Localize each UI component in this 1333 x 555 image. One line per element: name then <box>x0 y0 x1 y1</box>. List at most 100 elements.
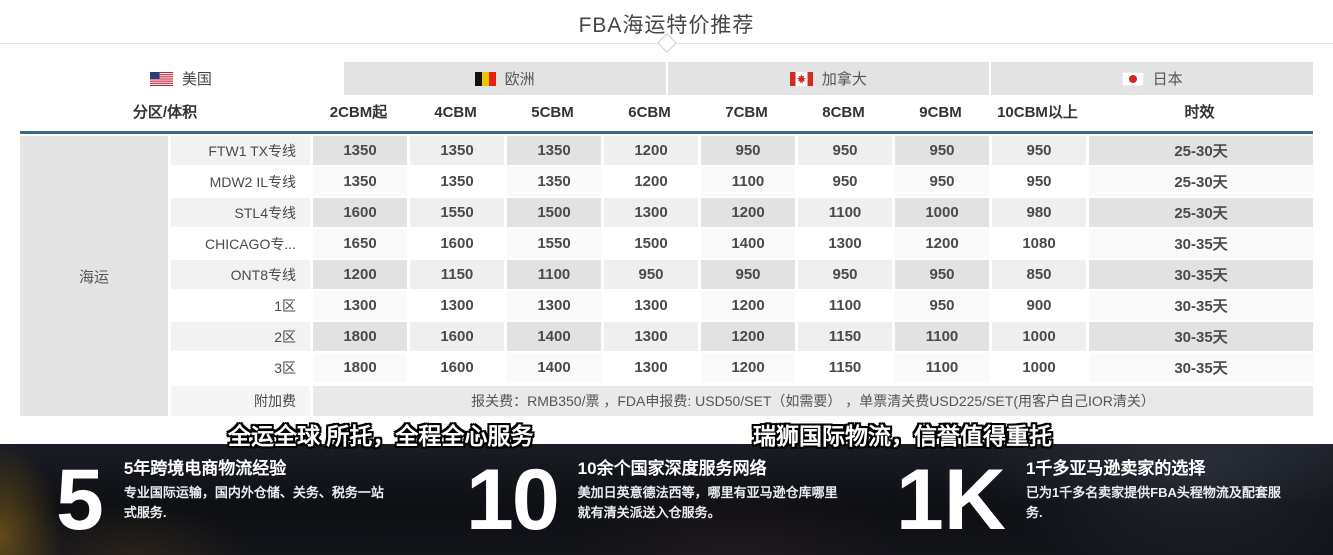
surcharge-row: 附加费 报关费：RMB350/票 ，FDA申报费: USD50/SET（如需要）… <box>20 382 1313 416</box>
price-cell: 950 <box>892 258 990 289</box>
stat-title: 5年跨境电商物流经验 <box>123 459 287 478</box>
price-cell: 950 <box>892 289 990 320</box>
country-tabs: 美国 欧洲 加拿大 <box>20 62 1313 95</box>
price-cell: 1350 <box>310 165 408 196</box>
price-cell: 850 <box>989 258 1087 289</box>
leadtime-cell: 30-35天 <box>1086 227 1313 258</box>
price-cell: 1600 <box>407 351 505 382</box>
tab-label: 日本 <box>1152 71 1183 88</box>
price-cell: 1300 <box>310 289 408 320</box>
price-cell: 1100 <box>795 196 893 227</box>
price-cell: 1300 <box>601 320 699 351</box>
row-label: CHICAGO专... <box>168 227 311 258</box>
price-cell: 1000 <box>989 320 1087 351</box>
price-cell: 1100 <box>698 165 796 196</box>
table-row: CHICAGO专... 1650 1600 1550 1500 1400 130… <box>20 227 1313 258</box>
price-cell: 1000 <box>989 351 1087 382</box>
header-10cbm: 10CBM以上 <box>989 95 1087 134</box>
price-cell: 1200 <box>601 165 699 196</box>
price-cell: 950 <box>698 134 796 165</box>
leadtime-cell: 30-35天 <box>1086 258 1313 289</box>
stat-title: 10余个国家深度服务网络 <box>577 459 767 478</box>
price-panel: 美国 欧洲 加拿大 <box>20 62 1313 416</box>
price-cell: 1200 <box>698 289 796 320</box>
header-leadtime: 时效 <box>1086 95 1313 134</box>
surcharge-text: 报关费：RMB350/票 ，FDA申报费: USD50/SET（如需要） ，单票… <box>310 382 1313 416</box>
price-cell: 1400 <box>504 351 602 382</box>
price-cell: 950 <box>989 165 1087 196</box>
price-cell: 1200 <box>601 134 699 165</box>
table-row: 3区 1800 1600 1400 1300 1200 1150 1100 10… <box>20 351 1313 382</box>
stat-sellers: 1K 1千多亚马逊卖家的选择 已为1千多名卖家提供FBA头程物流及配套服务. <box>896 450 1288 550</box>
price-cell: 1300 <box>504 289 602 320</box>
price-cell: 1300 <box>601 196 699 227</box>
price-cell: 1000 <box>892 196 990 227</box>
tab-label: 美国 <box>181 71 212 88</box>
leadtime-cell: 30-35天 <box>1086 351 1313 382</box>
table-row: MDW2 IL专线 1350 1350 1350 1200 1100 950 9… <box>20 165 1313 196</box>
price-cell: 1500 <box>601 227 699 258</box>
table-row: 2区 1800 1600 1400 1300 1200 1150 1100 10… <box>20 320 1313 351</box>
header-9cbm: 9CBM <box>892 95 990 134</box>
header-2cbm: 2CBM起 <box>310 95 408 134</box>
price-cell: 1200 <box>698 196 796 227</box>
table-row: STL4专线 1600 1550 1500 1300 1200 1100 100… <box>20 196 1313 227</box>
divider <box>0 33 1333 53</box>
price-cell: 1400 <box>504 320 602 351</box>
row-label: STL4专线 <box>168 196 311 227</box>
price-cell: 1100 <box>504 258 602 289</box>
price-cell: 1550 <box>407 196 505 227</box>
surcharge-label: 附加费 <box>168 382 311 416</box>
price-cell: 1300 <box>407 289 505 320</box>
price-cell: 1200 <box>310 258 408 289</box>
row-label: FTW1 TX专线 <box>168 134 311 165</box>
price-cell: 1800 <box>310 320 408 351</box>
tab-japan[interactable]: 日本 <box>989 62 1313 95</box>
price-cell: 1300 <box>601 351 699 382</box>
price-cell: 950 <box>698 258 796 289</box>
price-cell: 1200 <box>698 320 796 351</box>
price-cell: 950 <box>892 165 990 196</box>
header-row: 分区/体积 2CBM起 4CBM 5CBM 6CBM 7CBM 8CBM 9CB… <box>20 95 1313 134</box>
tab-label: 欧洲 <box>504 71 535 88</box>
price-cell: 950 <box>601 258 699 289</box>
price-cell: 1100 <box>892 320 990 351</box>
stat-countries: 10 10余个国家深度服务网络 美加日英意德法西等，哪里有亚马逊仓库哪里就有清关… <box>466 450 840 550</box>
price-cell: 1800 <box>310 351 408 382</box>
price-cell: 1550 <box>504 227 602 258</box>
price-cell: 1150 <box>407 258 505 289</box>
price-cell: 1600 <box>310 196 408 227</box>
stat-title: 1千多亚马逊卖家的选择 <box>1025 459 1206 478</box>
tab-label: 加拿大 <box>821 71 867 88</box>
price-cell: 950 <box>989 134 1087 165</box>
header-4cbm: 4CBM <box>407 95 505 134</box>
stat-desc: 已为1千多名卖家提供FBA头程物流及配套服务. <box>1025 485 1281 520</box>
row-label: 3区 <box>168 351 311 382</box>
slogan-left: 全运全球 所托，全程全心服务 <box>228 423 534 449</box>
price-cell: 1100 <box>795 289 893 320</box>
page-header: FBA海运特价推荐 <box>0 0 1333 62</box>
stat-number: 5 <box>56 452 104 548</box>
header-zone: 分区/体积 <box>20 95 311 134</box>
leadtime-cell: 25-30天 <box>1086 134 1313 165</box>
leadtime-cell: 25-30天 <box>1086 196 1313 227</box>
price-cell: 900 <box>989 289 1087 320</box>
tab-usa[interactable]: 美国 <box>20 62 342 95</box>
leadtime-cell: 25-30天 <box>1086 165 1313 196</box>
row-label: 2区 <box>168 320 311 351</box>
jp-flag-icon <box>1121 71 1144 86</box>
price-cell: 1300 <box>601 289 699 320</box>
tab-canada[interactable]: 加拿大 <box>665 62 990 95</box>
stat-number: 10 <box>466 452 560 548</box>
slogan-band: 全运全球 所托，全程全心服务 瑞狮国际物流，信誉值得重托 <box>0 416 1333 449</box>
price-cell: 1350 <box>504 134 602 165</box>
stat-desc: 专业国际运输，国内外仓储、关务、税务一站式服务. <box>123 485 384 520</box>
price-cell: 1400 <box>698 227 796 258</box>
row-label: 1区 <box>168 289 311 320</box>
table-row: 1区 1300 1300 1300 1300 1200 1100 950 900… <box>20 289 1313 320</box>
price-cell: 1200 <box>698 351 796 382</box>
price-cell: 1350 <box>407 165 505 196</box>
price-table: 分区/体积 2CBM起 4CBM 5CBM 6CBM 7CBM 8CBM 9CB… <box>20 95 1313 416</box>
leadtime-cell: 30-35天 <box>1086 289 1313 320</box>
tab-europe[interactable]: 欧洲 <box>341 62 666 95</box>
